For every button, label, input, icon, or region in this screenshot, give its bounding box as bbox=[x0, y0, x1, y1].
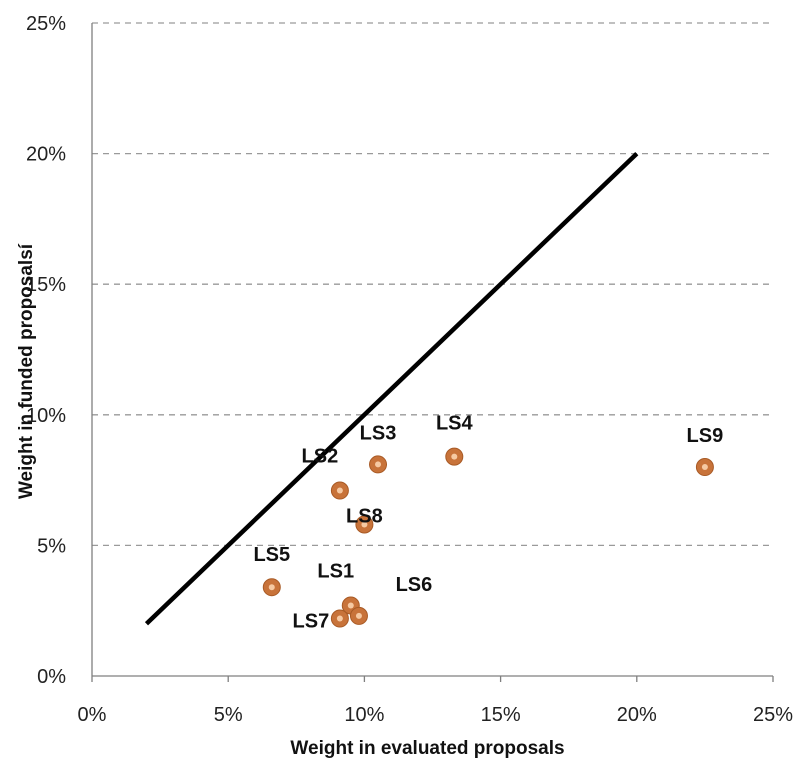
point-label-ls8: LS8 bbox=[346, 506, 383, 528]
y-tick-label: 10% bbox=[26, 405, 66, 427]
point-label-ls6: LS6 bbox=[396, 574, 433, 596]
y-tick-label: 15% bbox=[26, 274, 66, 296]
data-point-ls2 bbox=[330, 481, 349, 500]
points-layer bbox=[262, 447, 714, 628]
point-marker-center bbox=[336, 487, 343, 494]
reference-line bbox=[144, 151, 639, 626]
point-marker-center bbox=[268, 584, 275, 591]
x-tick-label: 15% bbox=[481, 704, 521, 726]
x-tick-label: 10% bbox=[344, 704, 384, 726]
x-tick-label: 25% bbox=[753, 704, 793, 726]
data-point-ls6 bbox=[349, 606, 368, 625]
point-label-ls9: LS9 bbox=[687, 425, 724, 447]
point-labels: LS1 LS2 LS3 LS4 LS5 LS6 LS7 LS8 LS9 bbox=[253, 413, 723, 633]
point-label-ls4: LS4 bbox=[436, 413, 474, 435]
tick-labels: 0% 5% 10% 15% 20% 25% 0% 5% 10% 15% 20% 25% bbox=[26, 13, 793, 726]
y-tick-label: 0% bbox=[37, 666, 66, 688]
data-point-ls5 bbox=[262, 578, 281, 597]
y-axis-label: Weight in funded proposalsí bbox=[16, 243, 37, 499]
axes bbox=[91, 23, 774, 682]
point-marker-center bbox=[347, 602, 354, 609]
y-tick-label: 5% bbox=[37, 535, 66, 557]
point-label-ls7: LS7 bbox=[293, 611, 330, 633]
data-point-ls9 bbox=[695, 458, 714, 477]
y-tick-label: 25% bbox=[26, 13, 66, 35]
point-marker-center bbox=[375, 461, 382, 468]
gridlines bbox=[92, 22, 773, 547]
point-label-ls5: LS5 bbox=[253, 544, 290, 566]
y-tick-label: 20% bbox=[26, 144, 66, 166]
reference-line-layer bbox=[144, 151, 639, 626]
point-marker-center bbox=[451, 453, 458, 460]
x-tick-label: 0% bbox=[78, 704, 107, 726]
x-tick-label: 5% bbox=[214, 704, 243, 726]
point-label-ls3: LS3 bbox=[360, 422, 397, 444]
x-tick-label: 20% bbox=[617, 704, 657, 726]
point-label-ls2: LS2 bbox=[302, 446, 339, 468]
point-marker-center bbox=[361, 521, 368, 528]
data-point-ls4 bbox=[445, 447, 464, 466]
data-point-ls8 bbox=[355, 515, 374, 534]
point-label-ls1: LS1 bbox=[317, 560, 354, 582]
point-marker-center bbox=[701, 464, 708, 471]
point-marker-center bbox=[355, 612, 362, 619]
data-point-ls7 bbox=[330, 609, 349, 628]
data-point-ls3 bbox=[369, 455, 388, 474]
point-marker-center bbox=[336, 615, 343, 622]
x-axis-label: Weight in evaluated proposals bbox=[290, 738, 564, 759]
